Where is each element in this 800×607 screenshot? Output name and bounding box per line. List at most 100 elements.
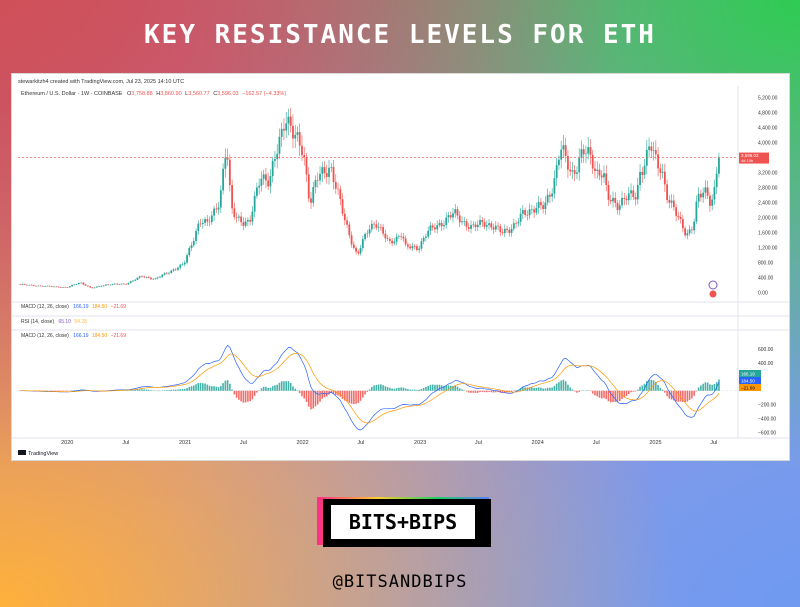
candle-body [195, 230, 197, 241]
candle-body [571, 170, 574, 172]
macd-histogram-bar [675, 390, 677, 402]
candle-body [411, 246, 414, 249]
macd-histogram-bar [285, 381, 288, 391]
macd-histogram-bar [350, 390, 353, 404]
ohlc-change: −162.57 (−4.33%) [242, 91, 286, 97]
candle-body [587, 147, 590, 154]
candle-body [718, 157, 720, 174]
candle-body [382, 227, 385, 234]
candle-body [289, 116, 292, 126]
candle-body [228, 159, 231, 186]
macd-histogram-bar [715, 382, 718, 391]
candle-body [37, 285, 40, 287]
candle-body [80, 282, 83, 284]
candle-body [609, 199, 612, 202]
macd-histogram-bar [316, 390, 319, 405]
candle-body [32, 285, 35, 286]
price-tick-label: 2,800.00 [758, 185, 778, 191]
candle-body [542, 205, 545, 210]
candle-body [693, 221, 696, 231]
macd-histogram-bar [244, 390, 247, 403]
macd-histogram-bar [391, 388, 393, 391]
price-tick-label: 2,400.00 [758, 200, 778, 206]
candle-body [179, 264, 182, 268]
candle-body [134, 279, 137, 281]
candle-body [519, 213, 522, 222]
macd-histogram-bar [344, 390, 346, 401]
candle-body [118, 284, 121, 285]
macd-histogram-bar [398, 387, 400, 391]
macd-histogram-bar [704, 382, 707, 391]
macd-histogram-bar [287, 381, 290, 391]
tradingview-footer-label: TradingView [28, 451, 58, 457]
time-axis-label: 2021 [179, 440, 191, 446]
candle-body [298, 132, 301, 146]
candle-body [253, 195, 256, 212]
price-tick-label: 4,800.00 [758, 110, 778, 116]
last-price-label: 3,596.03 [741, 153, 759, 158]
macd-histogram-bar [666, 390, 668, 397]
candle-body [443, 224, 445, 227]
candle-body [560, 149, 563, 160]
candle-body [648, 146, 650, 150]
candle-body [600, 175, 603, 178]
candle-body [679, 217, 682, 219]
candle-body [686, 233, 689, 236]
macd-histogram-bar [226, 380, 229, 391]
macd-histogram-bar [625, 390, 628, 397]
candle-body [659, 168, 662, 173]
candle-body [208, 221, 211, 223]
candle-body [445, 217, 448, 225]
macd-histogram-bar [605, 390, 608, 400]
macd-histogram-bar [461, 389, 463, 391]
macd-histogram-bar [346, 390, 348, 402]
macd-histogram-bar [368, 389, 371, 391]
candle-body [143, 276, 146, 278]
candle-body [199, 223, 202, 225]
candle-body [301, 145, 303, 156]
candle-body [627, 193, 630, 201]
macd-histogram-bar [474, 390, 477, 394]
candle-body [312, 187, 315, 203]
alert-icons[interactable] [708, 280, 718, 299]
candle-body [528, 209, 531, 216]
macd-histogram-bar [377, 384, 380, 391]
candle-body [265, 174, 267, 181]
candle-body [120, 283, 123, 285]
candle-body [109, 284, 112, 286]
candle-body [116, 283, 119, 285]
candle-body [508, 229, 511, 233]
macd-histogram-bar [172, 389, 175, 391]
grid-layer [12, 86, 789, 439]
candle-body [165, 273, 168, 274]
macd-histogram-bar [267, 387, 269, 391]
candle-body [553, 178, 556, 194]
candle-body [544, 202, 547, 210]
candle-body [44, 286, 46, 287]
candle-body [539, 202, 542, 206]
macd-histogram-bar [639, 386, 641, 391]
candle-body [296, 132, 299, 135]
macd-histogram-bar [700, 385, 702, 391]
candle-body [50, 286, 53, 287]
candle-body [314, 180, 317, 188]
candle-body [251, 211, 254, 222]
countdown-label: 4d 10h [741, 158, 753, 163]
macd-histogram-bar [686, 390, 689, 402]
macd-histogram-bar [355, 390, 357, 404]
macd-histogram-bar [393, 388, 396, 391]
candle-body [138, 276, 141, 278]
candle-body [222, 168, 224, 191]
macd-tick-label: −200.00 [758, 403, 776, 409]
macd-histogram-bar [490, 390, 493, 393]
candle-body [163, 273, 166, 275]
candle-body [650, 146, 653, 151]
chart-card: 5,200.00 4,800.00 4,400.00 4,000.00 3,200.00… [11, 73, 790, 461]
candle-body [278, 136, 281, 154]
macd-value-badge [739, 377, 761, 384]
macd-histogram-bar [265, 386, 267, 391]
ohlc-open: 3,758.88 [131, 91, 152, 97]
macd-histogram-bar [359, 390, 362, 401]
candle-body [271, 160, 274, 177]
macd-histogram-bar [366, 390, 369, 392]
